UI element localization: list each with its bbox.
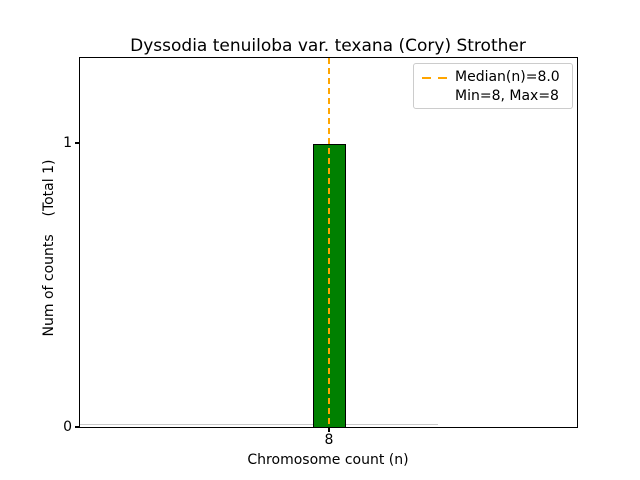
legend-box: Median(n)=8.0 Min=8, Max=8	[413, 63, 573, 109]
legend-label-median: Median(n)=8.0	[455, 69, 560, 85]
orange-dashed-line-icon	[422, 76, 448, 79]
x-tick-label-8: 8	[324, 432, 334, 448]
y-tick-label-0: 0	[63, 419, 72, 435]
plot-area	[79, 57, 578, 428]
median-dashed-line	[328, 58, 330, 427]
chart-title: Dyssodia tenuiloba var. texana (Cory) St…	[130, 36, 526, 56]
x-tick-mark-8	[328, 428, 330, 432]
legend-row-minmax: Min=8, Max=8	[422, 87, 565, 106]
legend-row-median: Median(n)=8.0	[422, 68, 565, 87]
legend-spacer	[422, 96, 448, 98]
x-axis-label: Chromosome count (n)	[247, 452, 409, 468]
y-axis-label: Num of counts (Total 1)	[41, 159, 57, 337]
y-tick-mark-0	[75, 426, 79, 428]
y-tick-mark-1	[75, 142, 79, 144]
y-tick-label-1: 1	[63, 135, 72, 151]
legend-label-minmax: Min=8, Max=8	[455, 88, 559, 104]
zero-count-baseline	[80, 424, 438, 425]
